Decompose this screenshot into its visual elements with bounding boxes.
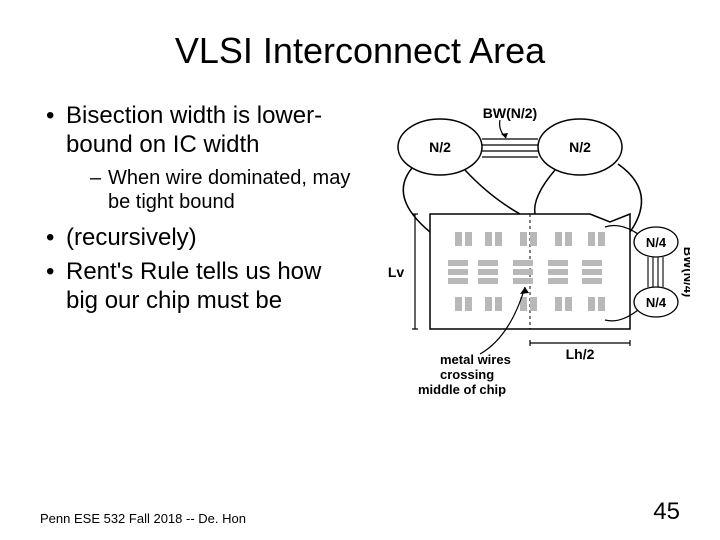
small-top-label: N/4 [646, 235, 667, 250]
oval-left-label: N/2 [429, 139, 451, 155]
small-curve-bot [605, 310, 638, 321]
bullet-2: (recursively) [40, 224, 360, 253]
curve-left-inner [465, 170, 520, 214]
bw-side-label: BW(N/4) [681, 247, 690, 298]
bullet-block: Bisection width is lower-bound on IC wid… [40, 102, 370, 322]
caption-arrowhead [520, 287, 529, 294]
page-number: 45 [653, 498, 680, 526]
bullet-1-sub-text: When wire dominated, may be tight bound [108, 167, 350, 213]
lv-label: Lv [388, 264, 405, 280]
bullet-1-sub: When wire dominated, may be tight bound [86, 166, 360, 214]
caption-line2: crossing [440, 367, 494, 382]
wire-blocks [448, 232, 605, 311]
caption-line1: metal wires [440, 352, 511, 367]
bw-top-label: BW(N/2) [483, 105, 537, 121]
curve-left [403, 168, 430, 232]
footer-text: Penn ESE 532 Fall 2018 -- De. Hon [40, 511, 246, 526]
bullet-2-text: (recursively) [66, 224, 197, 251]
caption-line3: middle of chip [418, 382, 506, 397]
bullet-3-text: Rent's Rule tells us how big our chip mu… [66, 258, 321, 314]
bullet-3: Rent's Rule tells us how big our chip mu… [40, 258, 360, 316]
page-title: VLSI Interconnect Area [40, 30, 680, 72]
diagram: N/2 N/2 BW(N/2) [370, 102, 680, 417]
oval-right-label: N/2 [569, 139, 591, 155]
curve-right-inner [535, 170, 555, 214]
bullet-1-text: Bisection width is lower-bound on IC wid… [66, 102, 322, 158]
small-bot-label: N/4 [646, 295, 667, 310]
lh-label: Lh/2 [566, 346, 595, 362]
bullet-1: Bisection width is lower-bound on IC wid… [40, 102, 360, 214]
